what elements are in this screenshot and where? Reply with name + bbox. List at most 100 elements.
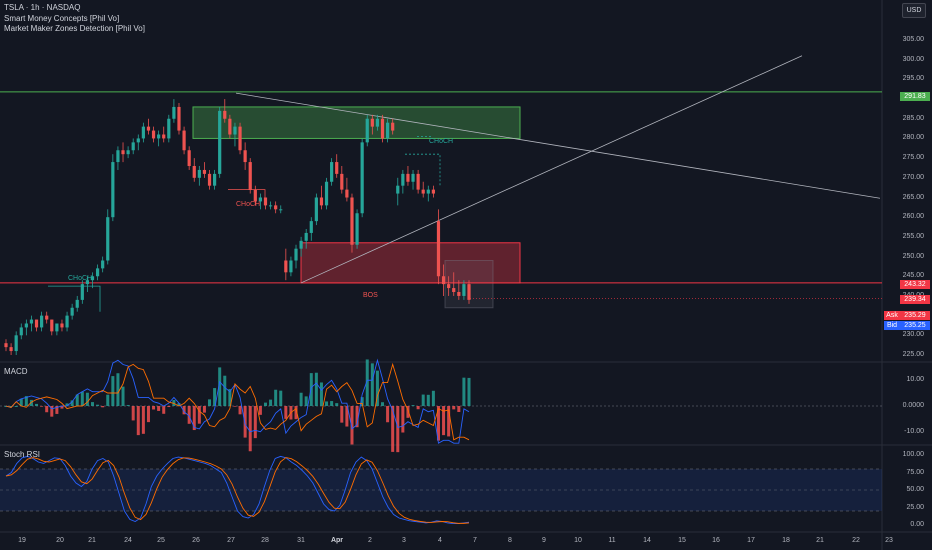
candle-body (187, 150, 191, 166)
candle-body (14, 335, 18, 352)
candle-body (167, 118, 171, 139)
level-price-tag: 243.32 (900, 280, 930, 289)
macd-pane-label[interactable]: MACD (4, 367, 28, 376)
candle-body (95, 268, 100, 277)
macd-histogram-bar (284, 406, 288, 419)
candle-body (436, 221, 441, 277)
candle-body (136, 138, 140, 143)
candle-body (289, 260, 293, 273)
macd-histogram-bar (279, 390, 283, 406)
candle-body (319, 197, 324, 206)
candle-body (238, 126, 242, 151)
candle-body (421, 189, 425, 194)
time-axis-tick: 14 (643, 537, 651, 544)
resistance-price-tag: 291.83 (900, 92, 930, 101)
candle-body (457, 292, 461, 296)
uptrend-line (300, 55, 803, 284)
macd-histogram-bar (208, 399, 212, 406)
candle-body (396, 185, 400, 194)
time-axis-tick: 23 (885, 537, 893, 544)
chart-title: TSLA · 1h · NASDAQ (4, 3, 81, 12)
macd-histogram-bar (4, 406, 8, 407)
macd-histogram-bar (314, 372, 318, 406)
macd-histogram-bar (391, 406, 395, 452)
indicator-smc-label[interactable]: Smart Money Concepts [Phil Vo] (4, 14, 120, 23)
macd-histogram-bar (121, 386, 125, 406)
time-axis-tick: 19 (18, 537, 26, 544)
candle-body (467, 284, 471, 300)
stoch-rsi-axis-tick: 50.00 (906, 486, 924, 493)
candle-body (268, 205, 273, 207)
macd-histogram-bar (452, 406, 456, 410)
candle-body (90, 276, 95, 281)
candle-body (274, 205, 278, 210)
time-axis-tick: 11 (608, 537, 616, 544)
macd-histogram-bar (319, 382, 323, 406)
macd-histogram-bar (55, 406, 59, 414)
candle-body (330, 162, 334, 182)
candle-body (111, 162, 115, 218)
macd-histogram-bar (70, 400, 74, 406)
time-axis-tick: 9 (542, 537, 546, 544)
candle-body (340, 173, 344, 190)
macd-histogram-bar (431, 390, 435, 406)
candle-body (202, 169, 207, 174)
macd-histogram-bar (9, 406, 13, 407)
candle-body (370, 118, 374, 127)
macd-histogram-bar (340, 406, 344, 423)
candle-body (29, 319, 34, 324)
macd-histogram-bar (213, 388, 217, 406)
candle-body (248, 162, 252, 190)
macd-histogram-bar (80, 391, 84, 406)
macd-histogram-bar (177, 403, 181, 406)
price-axis-tick: 230.00 (902, 331, 924, 339)
price-axis-tick: 225.00 (902, 351, 924, 358)
candle-body (253, 189, 257, 202)
price-axis-tick: 305.00 (902, 36, 924, 43)
macd-histogram-bar (360, 397, 364, 406)
macd-histogram-bar (447, 406, 451, 437)
macd-histogram-bar (202, 406, 206, 413)
supply-zone-green (192, 106, 521, 139)
time-axis-tick: 24 (124, 537, 132, 544)
candle-body (151, 130, 156, 139)
candle-body (223, 110, 227, 119)
candle-body (162, 134, 166, 139)
macd-histogram-bar (442, 406, 446, 436)
macd-histogram-bar (106, 394, 110, 406)
stoch-rsi-pane-label[interactable]: Stoch RSI (4, 450, 41, 459)
macd-histogram-bar (116, 373, 120, 406)
indicator-mmz-label[interactable]: Market Maker Zones Detection [Phil Vo] (4, 24, 145, 33)
macd-histogram-bar (50, 406, 54, 417)
candle-body (380, 118, 385, 139)
macd-histogram-bar (263, 402, 267, 406)
macd-histogram-bar (96, 404, 100, 406)
macd-histogram-bar (411, 405, 415, 406)
macd-histogram-bar (258, 406, 262, 415)
candle-body (228, 118, 232, 135)
macd-histogram-bar (192, 406, 196, 431)
price-axis-tick: 295.00 (902, 75, 924, 83)
macd-histogram-bar (152, 406, 156, 410)
currency-button[interactable]: USD (902, 3, 926, 18)
macd-histogram-bar (299, 392, 303, 406)
bid-price-tag: 235.25 (900, 321, 930, 330)
candle-body (131, 142, 135, 151)
candle-body (40, 315, 44, 328)
price-axis-tick: 280.00 (902, 134, 924, 142)
macd-histogram-bar (345, 406, 349, 427)
macd-histogram-bar (335, 403, 339, 406)
ask-price-tag: 235.29 (900, 311, 930, 320)
candle-body (441, 276, 446, 285)
candle-body (385, 122, 390, 139)
candle-body (34, 319, 39, 328)
candle-body (462, 284, 466, 296)
candle-body (75, 299, 79, 308)
candle-body (401, 173, 405, 186)
candle-body (146, 126, 151, 131)
macd-histogram-bar (187, 406, 191, 424)
time-axis-tick: Apr (330, 537, 344, 544)
candle-body (177, 106, 181, 131)
macd-histogram-bar (406, 406, 410, 418)
